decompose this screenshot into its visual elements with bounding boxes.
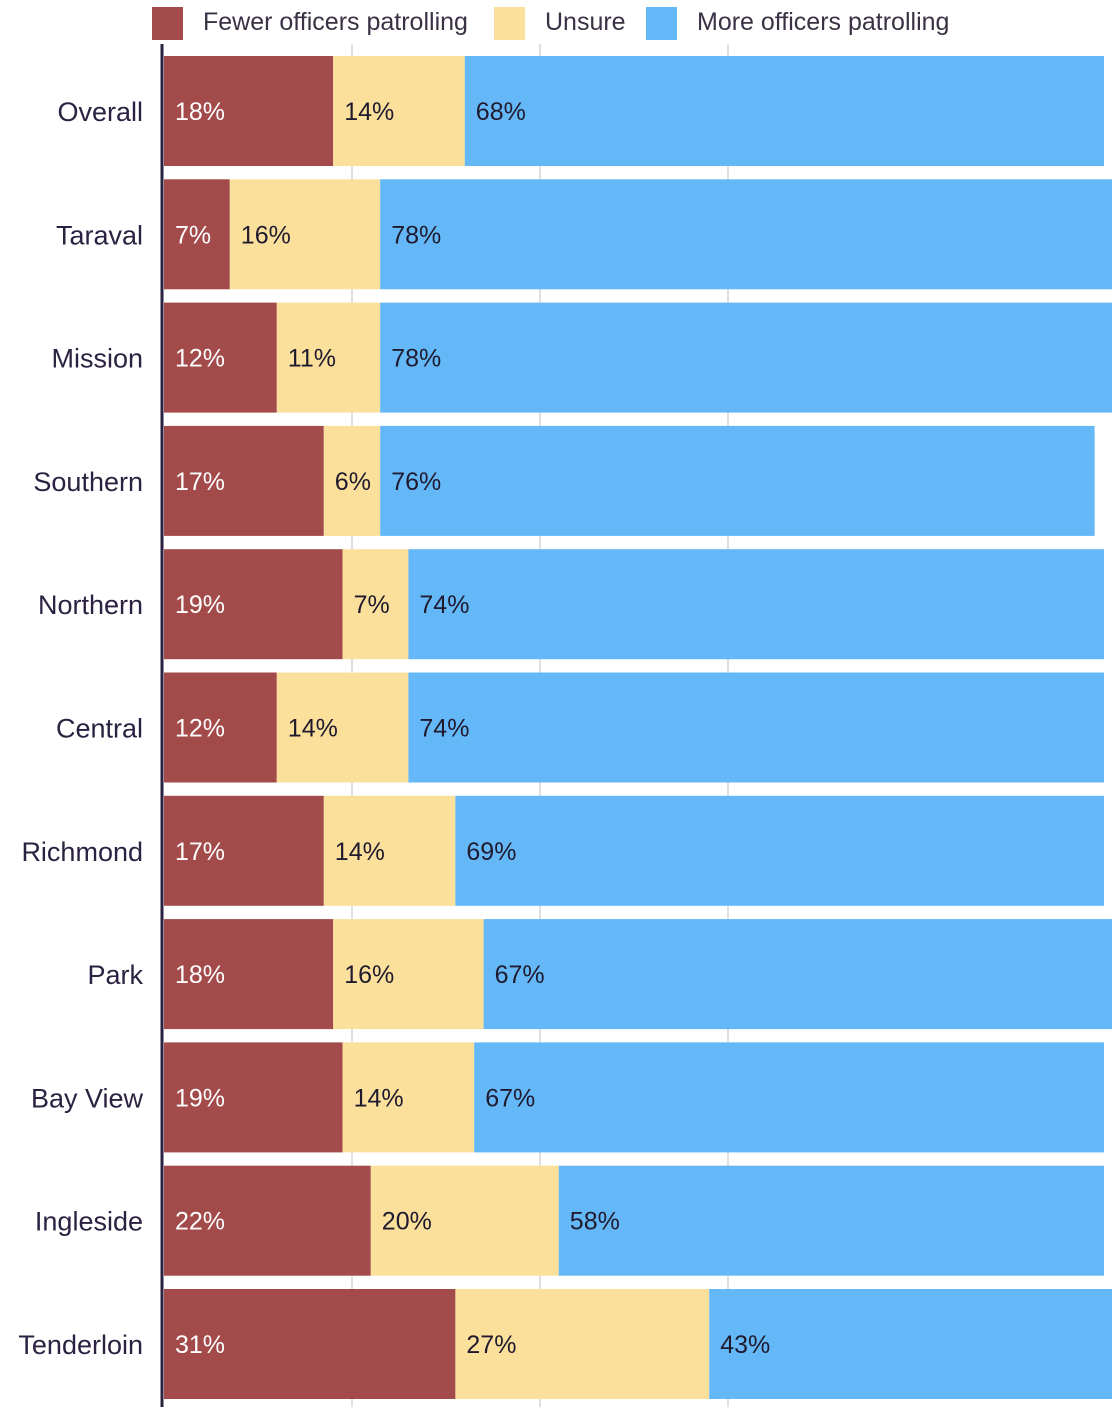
data-label: 16% [344,961,394,989]
bar-segment [408,549,1104,660]
data-label: 14% [335,838,385,866]
bar-row: 12% 11% 78% [164,302,1112,413]
data-label: 67% [485,1084,535,1112]
data-label: 6% [335,468,371,496]
data-label: 12% [175,715,225,743]
data-label: 16% [241,221,291,249]
bar-segment [164,56,334,166]
data-label: 31% [175,1331,225,1359]
data-label: 67% [495,961,545,989]
category-label: Overall [57,97,143,127]
category-label: Northern [38,590,143,620]
legend-swatch-0 [152,7,183,40]
data-label: 18% [175,98,225,126]
data-label: 7% [354,591,390,619]
bar-segment [323,425,381,536]
data-label: 22% [175,1208,225,1236]
data-label: 7% [175,221,211,249]
data-label: 17% [175,468,225,496]
data-label: 76% [391,468,441,496]
data-label: 58% [570,1208,620,1236]
bar-segment [229,179,381,290]
bar-segment [408,672,1104,783]
bar-segment [276,672,409,783]
bar-row: 31% 27% 43% [164,1289,1112,1399]
bar-segment [164,302,277,413]
category-label: Richmond [21,837,143,867]
category-label: Ingleside [35,1207,143,1237]
bar-segment [558,1165,1104,1276]
bar-segment [164,795,324,906]
legend-label-2: More officers patrolling [697,8,949,36]
bar-row: 17% 6% 76% [164,425,1095,536]
data-label: 20% [382,1208,432,1236]
bar-row: 19% 14% 67% [164,1042,1104,1153]
data-label: 12% [175,345,225,373]
bar-segment [333,919,484,1030]
bar-segment [164,549,343,660]
bar-segment [380,179,1112,290]
data-label: 18% [175,961,225,989]
data-label: 11% [288,345,336,373]
bar-segment [164,179,230,290]
bar-row: 12% 14% 74% [164,672,1104,783]
category-label: Mission [51,344,143,374]
bar-segment [370,1165,559,1276]
bars: 18% 14% 68%7% 16% 78%12% 11% 78%17% 6% 76%19% 7% 7… [164,56,1112,1399]
bar-row: 19% 7% 74% [164,549,1104,660]
bar-segment [323,795,456,906]
data-label: 78% [391,345,441,373]
bar-segment [164,1165,371,1276]
category-label: Park [87,960,143,990]
data-label: 74% [419,715,469,743]
category-label: Central [56,714,143,744]
data-label: 19% [175,1084,225,1112]
legend-swatch-2 [646,7,677,40]
data-label: 68% [476,98,526,126]
bar-row: 18% 16% 67% [164,919,1112,1030]
data-label: 14% [344,98,394,126]
bar-segment [483,919,1112,1030]
category-label: Southern [33,467,143,497]
bar-segment [709,1289,1112,1399]
data-label: 78% [391,221,441,249]
bar-row: 17% 14% 69% [164,795,1104,906]
legend-label-0: Fewer officers patrolling [203,8,468,36]
bar-segment [164,919,334,1030]
data-label: 17% [175,838,225,866]
bar-segment [164,1289,456,1399]
bar-segment [164,1042,343,1153]
bar-segment [164,672,277,783]
bar-segment [164,425,324,536]
bar-segment [276,302,381,413]
data-label: 74% [419,591,469,619]
legend-label-1: Unsure [545,8,626,36]
bar-segment [333,56,465,166]
data-label: 14% [288,715,338,743]
bar-segment [455,795,1104,906]
data-label: 43% [720,1331,770,1359]
bar-row: 22% 20% 58% [164,1165,1104,1276]
data-label: 19% [175,591,225,619]
category-labels: Overall Taraval Mission Southern Northern Cen… [18,97,143,1360]
bar-segment [342,549,409,660]
bar-row: 7% 16% 78% [164,179,1112,290]
bar-segment [380,425,1095,536]
data-label: 69% [466,838,516,866]
bar-segment [380,302,1112,413]
category-label: Tenderloin [18,1330,143,1360]
bar-row: 18% 14% 68% [164,56,1104,166]
data-label: 27% [466,1331,516,1359]
legend: Fewer officers patrolling Unsure More offi… [152,7,949,40]
bar-segment [455,1289,710,1399]
bar-segment [474,1042,1104,1153]
bar-segment [342,1042,475,1153]
legend-swatch-1 [494,7,525,40]
data-label: 14% [354,1084,404,1112]
category-label: Taraval [56,220,143,250]
category-label: Bay View [31,1083,144,1113]
bar-segment [464,56,1104,166]
